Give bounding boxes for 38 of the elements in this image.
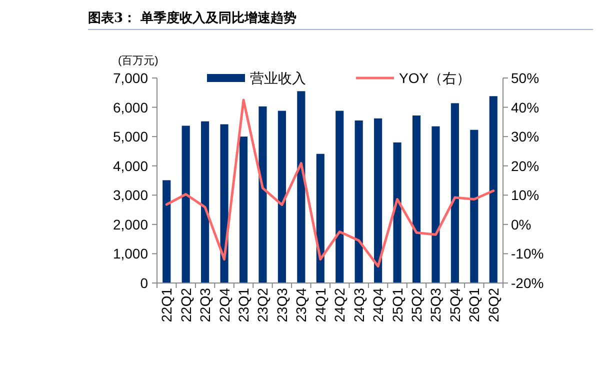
legend-label: YOY（右）	[399, 70, 471, 86]
x-tick-label: 23Q3	[274, 288, 290, 322]
y-tick-label: 7,000	[112, 70, 148, 86]
legend-label: 营业收入	[250, 70, 306, 86]
y-tick-label: 0	[140, 275, 148, 291]
x-tick-label: 22Q1	[158, 288, 175, 322]
x-tick-label: 24Q1	[312, 288, 328, 322]
x-tick-label: 22Q3	[197, 288, 214, 322]
y-tick-label: 3,000	[112, 187, 148, 204]
x-tick-label: 22Q4	[216, 288, 232, 322]
y-tick-label: 5,000	[112, 128, 148, 145]
x-tick-label: 24Q4	[370, 288, 386, 322]
y2-tick-label: 40%	[511, 99, 540, 116]
x-tick-label: 22Q2	[178, 288, 194, 322]
x-tick-label: 24Q2	[332, 288, 348, 322]
x-tick-label: 25Q1	[389, 288, 406, 322]
x-tick-label: 26Q1	[466, 288, 482, 322]
y-tick-label: 2,000	[112, 216, 148, 232]
y-tick-label: 4,000	[112, 158, 148, 174]
y2-tick-label: 20%	[511, 158, 540, 174]
y2-tick-label: 0%	[511, 216, 532, 232]
x-tick-label: 26Q2	[485, 288, 502, 322]
chart-title: 图表3： 单季度收入及同比增速趋势	[88, 10, 297, 26]
y2-tick-label: 30%	[511, 128, 540, 145]
y-tick-label: 1,000	[112, 246, 148, 262]
y2-tick-label: 10%	[511, 187, 540, 204]
y-axis-title: (百万元)	[118, 55, 158, 67]
y2-tick-label: -10%	[511, 246, 544, 262]
x-tick-label: 25Q2	[408, 288, 424, 322]
x-tick-label: 25Q3	[428, 288, 444, 322]
x-tick-label: 25Q4	[446, 288, 463, 322]
x-tick-label: 24Q3	[350, 288, 367, 322]
y2-tick-label: -20%	[511, 275, 544, 291]
y2-tick-label: 50%	[511, 70, 540, 86]
x-tick-label: 23Q2	[254, 288, 271, 322]
x-tick-label: 23Q1	[236, 288, 252, 322]
y-tick-label: 6,000	[112, 99, 148, 116]
x-tick-label: 23Q4	[293, 288, 310, 322]
